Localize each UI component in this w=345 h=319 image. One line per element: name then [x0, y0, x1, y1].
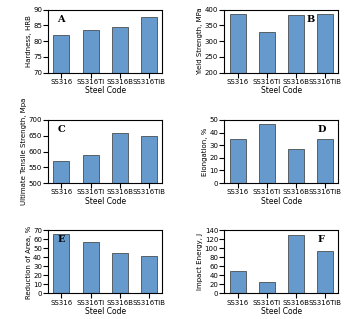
- Y-axis label: Impact Energy, J: Impact Energy, J: [197, 234, 203, 291]
- X-axis label: Steel Code: Steel Code: [85, 307, 126, 316]
- X-axis label: Steel Code: Steel Code: [85, 86, 126, 95]
- Bar: [112, 133, 128, 319]
- Y-axis label: Yield Strength, MPa: Yield Strength, MPa: [197, 7, 203, 75]
- X-axis label: Steel Code: Steel Code: [261, 86, 302, 95]
- Y-axis label: Hardness, HRB: Hardness, HRB: [26, 15, 32, 67]
- X-axis label: Steel Code: Steel Code: [261, 307, 302, 316]
- Bar: [112, 253, 128, 293]
- Bar: [259, 282, 275, 293]
- Bar: [317, 14, 333, 136]
- Y-axis label: Elongation, %: Elongation, %: [202, 127, 208, 176]
- X-axis label: Steel Code: Steel Code: [261, 197, 302, 206]
- Bar: [53, 161, 69, 319]
- Bar: [82, 242, 99, 293]
- Bar: [112, 27, 128, 293]
- Bar: [141, 136, 157, 319]
- Bar: [259, 32, 275, 136]
- Text: E: E: [57, 235, 65, 244]
- Bar: [82, 30, 99, 293]
- Text: B: B: [306, 15, 315, 24]
- Bar: [141, 256, 157, 293]
- Text: A: A: [57, 15, 65, 24]
- Bar: [53, 234, 69, 293]
- Bar: [230, 271, 246, 293]
- Text: C: C: [57, 125, 65, 134]
- Bar: [317, 139, 333, 183]
- Bar: [141, 18, 157, 293]
- Y-axis label: Ultimate Tensile Strength, Mpa: Ultimate Tensile Strength, Mpa: [21, 98, 27, 205]
- Bar: [259, 124, 275, 183]
- Bar: [288, 149, 304, 183]
- Bar: [82, 155, 99, 319]
- Text: D: D: [318, 125, 326, 134]
- Text: F: F: [318, 235, 325, 244]
- Bar: [288, 15, 304, 136]
- Bar: [230, 139, 246, 183]
- Bar: [288, 235, 304, 293]
- Y-axis label: Reduction of Area, %: Reduction of Area, %: [26, 225, 32, 299]
- Bar: [230, 14, 246, 136]
- Bar: [53, 35, 69, 293]
- Bar: [317, 251, 333, 293]
- X-axis label: Steel Code: Steel Code: [85, 197, 126, 206]
